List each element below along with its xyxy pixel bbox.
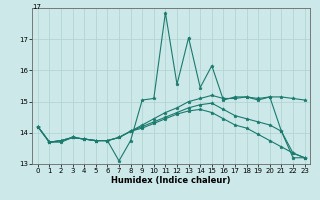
X-axis label: Humidex (Indice chaleur): Humidex (Indice chaleur)	[111, 176, 231, 185]
Text: 17: 17	[32, 4, 41, 10]
